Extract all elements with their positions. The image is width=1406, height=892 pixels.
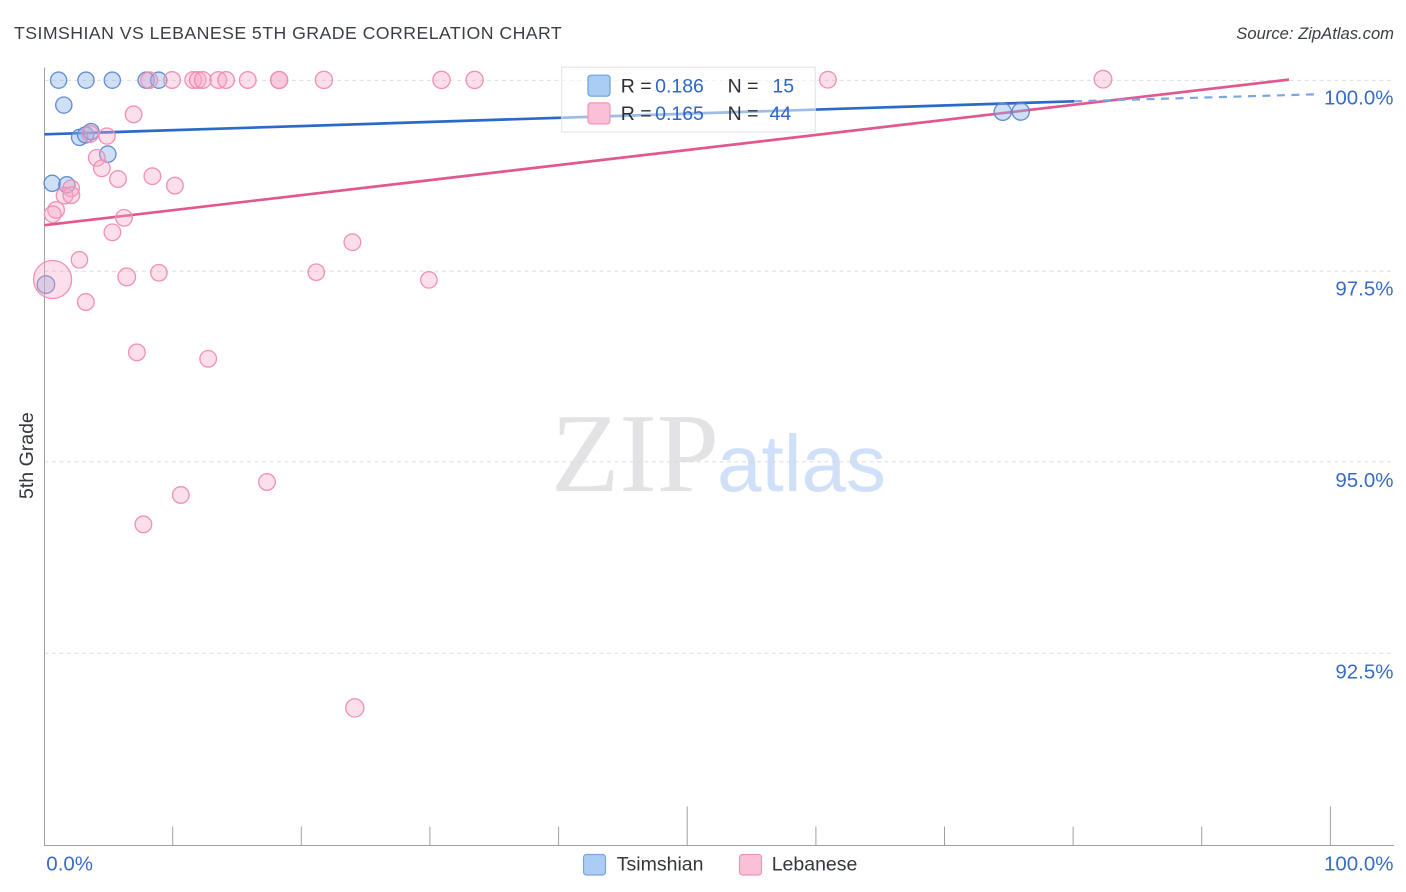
svg-text:Lebanese: Lebanese bbox=[772, 854, 858, 876]
svg-text:15: 15 bbox=[772, 75, 794, 97]
svg-text:97.5%: 97.5% bbox=[1335, 277, 1393, 300]
svg-text:R =: R = bbox=[621, 103, 652, 125]
svg-text:100.0%: 100.0% bbox=[1324, 853, 1394, 876]
svg-text:N =: N = bbox=[728, 103, 759, 125]
svg-text:Source: ZipAtlas.com: Source: ZipAtlas.com bbox=[1236, 24, 1394, 43]
svg-text:100.0%: 100.0% bbox=[1324, 86, 1394, 109]
svg-text:44: 44 bbox=[770, 103, 792, 125]
svg-text:0.165: 0.165 bbox=[655, 103, 704, 125]
svg-text:R =: R = bbox=[621, 75, 652, 97]
svg-text:0.186: 0.186 bbox=[655, 75, 704, 97]
svg-text:N =: N = bbox=[728, 75, 759, 97]
svg-text:0.0%: 0.0% bbox=[46, 853, 93, 876]
svg-text:ZIP: ZIP bbox=[551, 392, 719, 516]
svg-text:Tsimshian: Tsimshian bbox=[617, 854, 704, 876]
svg-text:92.5%: 92.5% bbox=[1335, 661, 1393, 684]
svg-text:95.0%: 95.0% bbox=[1335, 469, 1393, 492]
svg-text:5th Grade: 5th Grade bbox=[16, 412, 38, 499]
svg-text:TSIMSHIAN VS LEBANESE 5TH GRAD: TSIMSHIAN VS LEBANESE 5TH GRADE CORRELAT… bbox=[14, 23, 562, 43]
svg-text:atlas: atlas bbox=[717, 419, 886, 508]
